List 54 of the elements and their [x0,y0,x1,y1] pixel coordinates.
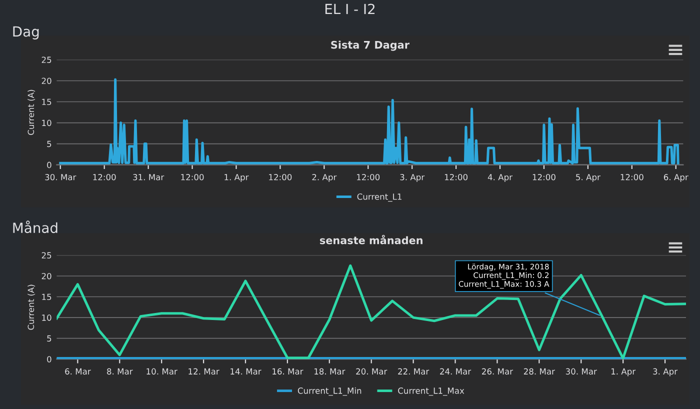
y-tick-label: 15 [42,294,52,300]
x-tick-label: 31. Mar [133,174,164,180]
y-tick-label: 25 [42,56,52,63]
x-tick-label: 12. Mar [188,368,220,375]
x-tick-label: 3. Apr [653,368,678,376]
legend-label: Current_L1 [357,193,402,202]
x-tick-label: 12:00 [444,174,468,180]
x-tick-label: 24. Mar [440,368,472,375]
x-tick-label: 12:00 [620,174,644,180]
x-tick-label: 5. Apr [576,174,600,182]
x-tick-label: 1. Apr [224,174,249,182]
x-tick-label: 30. Mar [45,174,76,180]
y-tick-label: 25 [42,252,52,258]
text: Dag [13,26,39,40]
y-axis-title: Current (A) [28,90,36,135]
chart-title: senaste månaden [320,234,422,244]
x-tick-label: 22. Mar [398,368,430,375]
x-tick-label: 12:00 [269,174,292,180]
x-tick-label: 28. Mar [524,368,555,375]
y-tick-label: 20 [42,272,52,280]
legend-label: Current_L1_Min [298,387,362,396]
x-tick-label: 10. Mar [146,368,178,375]
x-tick-label: 1. Apr [611,368,636,376]
x-tick-label: 6. Apr [664,174,688,182]
x-tick-label: 18. Mar [314,368,346,375]
x-tick-label: 14. Mar [230,368,262,375]
y-tick-label: 0 [47,162,52,168]
x-tick-label: 12:00 [532,174,556,180]
x-tick-label: 3. Apr [400,174,425,182]
y-tick-label: 5 [47,140,52,148]
text: Månad [13,220,58,234]
x-tick-label: 16. Mar [272,368,304,375]
x-tick-label: 30. Mar [566,368,597,375]
legend-label: Current_L1_Max [398,388,464,396]
y-tick-label: 15 [42,98,52,106]
text: EL I - I2 [325,4,375,14]
x-tick-label: 12:00 [181,174,204,180]
y-tick-label: 10 [42,314,52,321]
x-tick-label: 26. Mar [482,368,514,375]
chart-title: Sista 7 Dagar [331,40,410,51]
x-tick-label: 8. Mar [107,368,133,375]
x-tick-label: 4. Apr [488,174,513,182]
x-tick-label: 12:00 [357,174,380,180]
y-tick-label: 5 [47,335,52,342]
line-series [59,78,680,164]
x-tick-label: 2. Apr [312,174,337,182]
y-axis-title: Current (A) [28,284,36,330]
y-tick-label: 10 [42,120,52,126]
x-tick-label: 20. Mar [356,368,388,375]
y-tick-label: 20 [42,78,52,84]
line-series [56,264,686,360]
x-tick-label: 12:00 [93,174,116,180]
y-tick-label: 0 [47,356,52,362]
x-tick-label: 6. Mar [65,368,91,375]
